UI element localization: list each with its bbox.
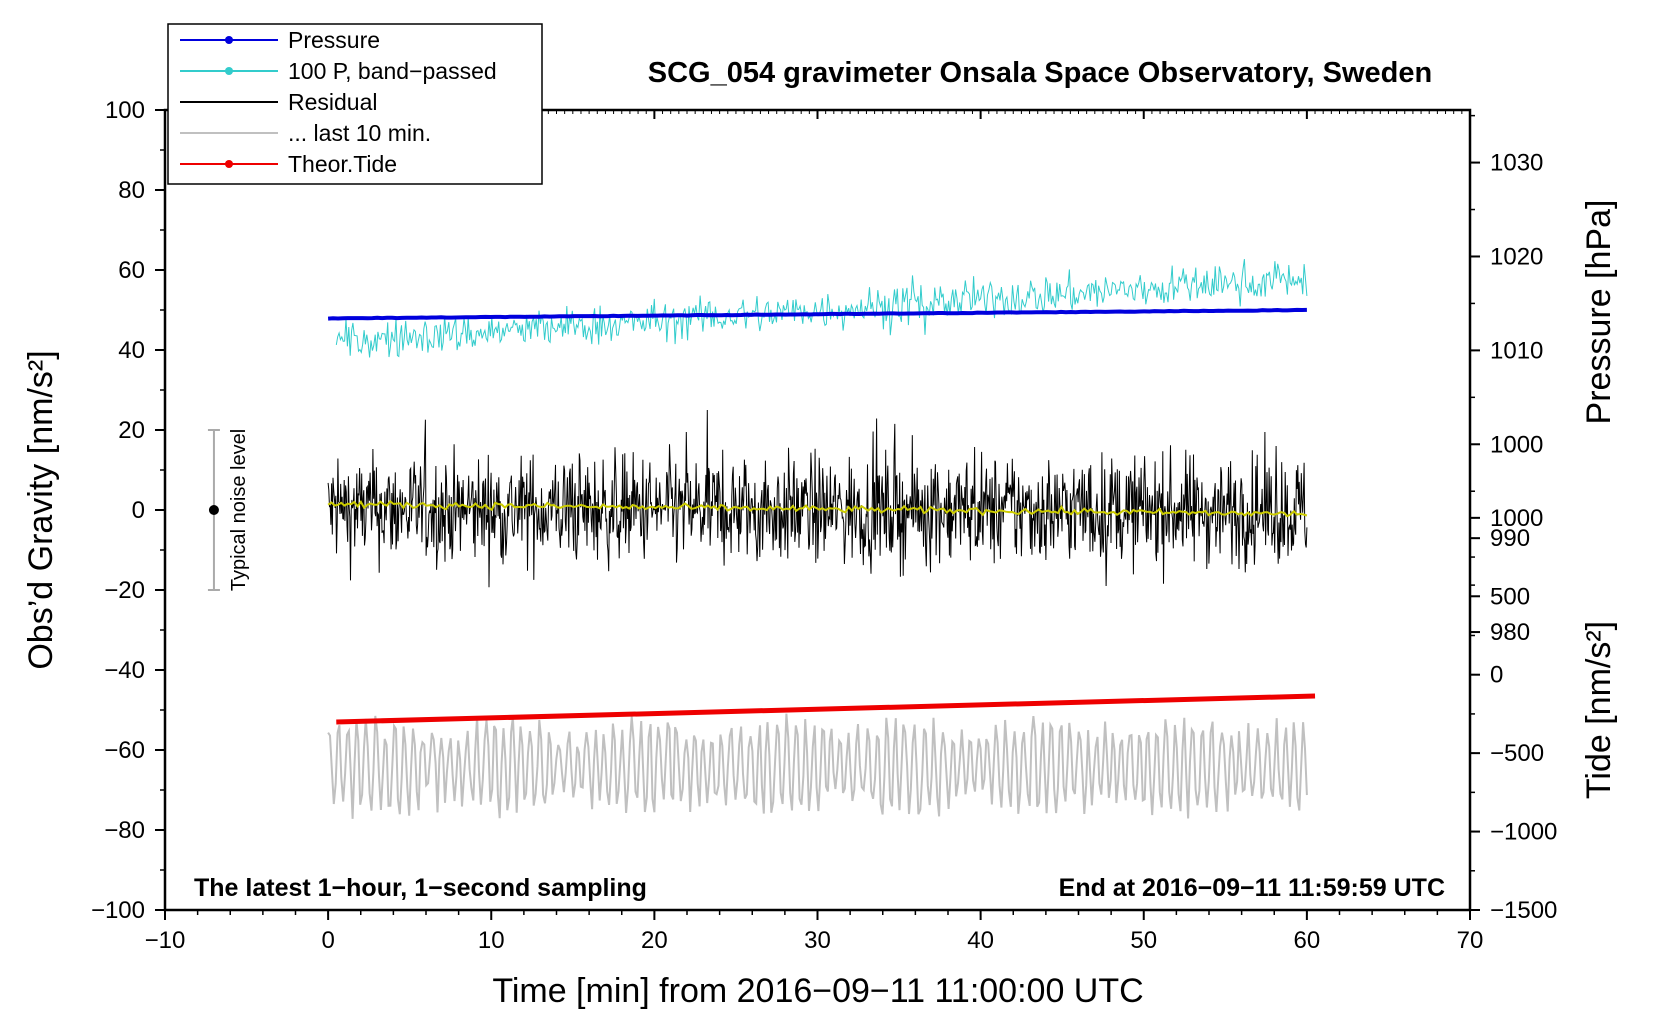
- y-axis-title-left: Obs’d Gravity [nm/s²]: [22, 350, 60, 669]
- x-tick-label: −10: [145, 927, 186, 954]
- x-tick-label: 20: [641, 927, 668, 954]
- pressure-tick-label: 1000: [1490, 431, 1543, 458]
- tide-tick-label: −500: [1490, 740, 1544, 767]
- noise-level-indicator: Typical noise level: [207, 429, 250, 591]
- y-tick-label: 40: [118, 337, 145, 364]
- x-tick-label: 10: [478, 927, 505, 954]
- y-tick-label: 0: [132, 497, 145, 524]
- noise-level-dot: [208, 505, 219, 515]
- theoretical-tide-line: [336, 693, 1316, 725]
- y-tick-label: −40: [104, 657, 145, 684]
- legend-label: ... last 10 min.: [288, 120, 431, 146]
- y-axis-tide: −1500 −1000 −500 0 500 1000: [1470, 505, 1557, 924]
- legend-label: 100 P, band−passed: [288, 58, 497, 84]
- legend-marker: [225, 160, 233, 168]
- residual-line: [327, 409, 1308, 588]
- tide-tick-label: 0: [1490, 662, 1503, 689]
- legend-entries: Pressure 100 P, band−passed Residual ... la…: [180, 27, 497, 177]
- legend: Pressure 100 P, band−passed Residual ... la…: [167, 23, 543, 185]
- pressure-tick-label: 980: [1490, 619, 1530, 646]
- x-tick-label: 0: [321, 927, 334, 954]
- residual-smoothed-line: [327, 499, 1308, 518]
- pressure-tick-label: 1010: [1490, 337, 1543, 364]
- y-tick-label: −60: [104, 737, 145, 764]
- noise-level-label: Typical noise level: [228, 429, 250, 591]
- tide-tick-label: 500: [1490, 583, 1530, 610]
- annotation-end-time: End at 2016−09−11 11:59:59 UTC: [1059, 874, 1445, 902]
- x-tick-label: 30: [804, 927, 831, 954]
- y-tick-label: 20: [118, 417, 145, 444]
- tide-tick-label: 1000: [1490, 505, 1543, 532]
- chart-title: SCG_054 gravimeter Onsala Space Observat…: [648, 57, 1432, 89]
- legend-box: [167, 23, 543, 185]
- legend-label: Residual: [288, 89, 378, 115]
- y-tick-label: −80: [104, 817, 145, 844]
- last-10-min-line: [327, 713, 1308, 819]
- y-tick-label: −100: [91, 897, 145, 924]
- annotation-sampling: The latest 1−hour, 1−second sampling: [194, 874, 647, 902]
- tide-tick-label: −1000: [1490, 819, 1557, 846]
- tide-tick-label: −1500: [1490, 897, 1557, 924]
- legend-marker: [225, 36, 233, 44]
- x-tick-label: 40: [967, 927, 994, 954]
- x-axis: −10 0 10 20 30 40 50 60 70: [145, 110, 1484, 954]
- pressure-tick-label: 1030: [1490, 150, 1543, 177]
- x-tick-label: 50: [1130, 927, 1157, 954]
- y-tick-label: 60: [118, 257, 145, 284]
- y-axis-left: −100 −80 −60 −40 −20 0 20 40 60 80 100: [91, 97, 165, 924]
- series-layer: [327, 259, 1316, 819]
- band-passed-pressure-line: [335, 259, 1308, 358]
- legend-marker: [225, 67, 233, 75]
- pressure-tick-label: 1020: [1490, 243, 1543, 270]
- y-tick-label: 100: [105, 97, 145, 124]
- y-tick-label: −20: [104, 577, 145, 604]
- legend-label: Pressure: [288, 27, 380, 53]
- y-axis-title-tide: Tide [nm/s²]: [1580, 621, 1618, 799]
- y-tick-label: 80: [118, 177, 145, 204]
- x-tick-label: 70: [1457, 927, 1484, 954]
- x-tick-label: 60: [1294, 927, 1321, 954]
- pressure-tick-label: 990: [1490, 525, 1530, 552]
- legend-label: Theor.Tide: [288, 151, 397, 177]
- pressure-line: [327, 307, 1307, 321]
- y-axis-title-pressure: Pressure [hPa]: [1580, 200, 1618, 425]
- x-axis-title: Time [min] from 2016−09−11 11:00:00 UTC: [492, 972, 1143, 1010]
